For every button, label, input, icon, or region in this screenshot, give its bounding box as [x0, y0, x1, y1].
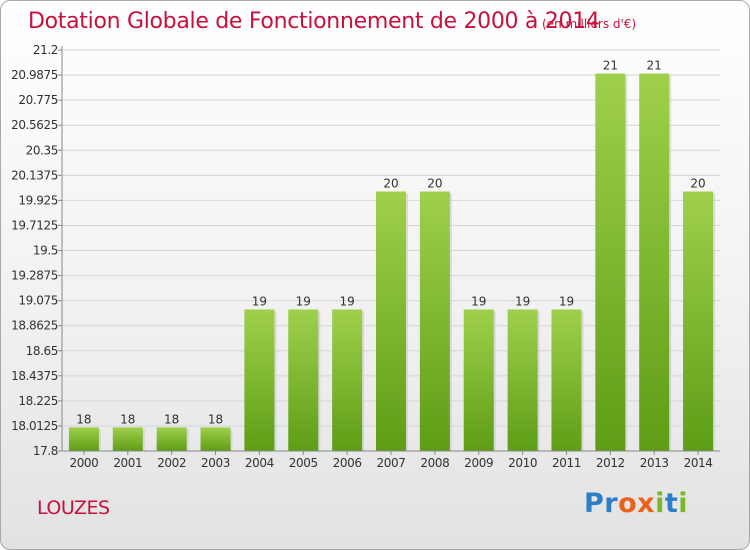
- y-tick-label: 18.65: [26, 344, 58, 358]
- bar-value-label: 21: [603, 59, 618, 73]
- chart-title: Dotation Globale de Fonctionnement de 20…: [28, 9, 600, 34]
- y-tick-label: 18.8625: [11, 319, 58, 333]
- y-tick-label: 19.925: [18, 193, 58, 207]
- bar: [288, 309, 319, 451]
- x-tick-label: 2014: [684, 456, 713, 470]
- bar: [595, 73, 626, 452]
- bar: [683, 191, 714, 451]
- bar: [332, 309, 363, 451]
- axes: 17.8 18.0125 18.225 18.4375 18.65 18.8625 19.0…: [11, 43, 720, 470]
- x-tick-label: 2013: [640, 456, 669, 470]
- x-tick-label: 2004: [245, 456, 274, 470]
- y-tick-label: 20.35: [26, 143, 58, 157]
- bar-value-label: 19: [471, 294, 486, 308]
- bar-value-label: 20: [427, 177, 442, 191]
- x-tick-label: 2005: [289, 456, 318, 470]
- x-tick-label: 2010: [508, 456, 537, 470]
- x-tick-label: 2000: [69, 456, 98, 470]
- bar: [376, 191, 406, 451]
- x-tick-label: 2011: [552, 456, 581, 470]
- bar-value-label: 19: [515, 294, 530, 308]
- bar-value-label: 19: [296, 294, 311, 308]
- bar: [112, 427, 143, 451]
- bar: [551, 309, 582, 451]
- x-tick-label: 2002: [157, 456, 186, 470]
- x-tick-label: 2001: [113, 456, 142, 470]
- x-tick-label: 2009: [464, 456, 493, 470]
- bar-value-label: 18: [76, 412, 91, 426]
- y-tick-label: 20.9875: [11, 68, 58, 82]
- commune-name: LOUZES: [37, 497, 110, 519]
- y-tick-label: 18.225: [18, 394, 58, 408]
- y-tick-label: 19.7125: [11, 218, 58, 232]
- x-tick-label: 2003: [201, 456, 230, 470]
- y-tick-label: 19.075: [18, 294, 58, 308]
- y-tick-label: 18.0125: [11, 419, 58, 433]
- bar-value-label: 18: [164, 412, 179, 426]
- bars: 18 18 18 18 19 19 19 20 20 19 19 19 21 21 20: [68, 59, 716, 452]
- bar: [68, 427, 99, 451]
- x-tick-label: 2008: [420, 456, 449, 470]
- chart-unit: (en milliers d'€): [542, 17, 637, 31]
- bar-value-label: 19: [252, 294, 267, 308]
- bar-value-label: 19: [559, 294, 574, 308]
- bar: [156, 427, 187, 451]
- y-tick-label: 20.5625: [11, 118, 58, 132]
- bar: [463, 309, 494, 451]
- bar: [244, 309, 275, 451]
- bar: [419, 191, 450, 451]
- y-tick-label: 20.775: [18, 93, 58, 107]
- bar: [639, 73, 670, 452]
- bar: [507, 309, 538, 451]
- y-tick-label: 17.8: [33, 444, 58, 458]
- y-tick-label: 18.4375: [11, 369, 58, 383]
- bar-value-label: 20: [690, 177, 705, 191]
- x-tick-label: 2006: [333, 456, 362, 470]
- x-tick-label: 2012: [596, 456, 625, 470]
- bar: [200, 427, 231, 451]
- bar-value-label: 20: [383, 177, 398, 191]
- proxiti-logo: Proxiti: [584, 488, 689, 519]
- y-tick-label: 20.1375: [11, 168, 58, 182]
- bar-value-label: 21: [647, 59, 662, 73]
- bar-value-label: 18: [208, 412, 223, 426]
- bar-value-label: 18: [120, 412, 135, 426]
- bar-value-label: 19: [339, 294, 354, 308]
- x-tick-label: 2007: [377, 456, 406, 470]
- y-tick-label: 21.2: [33, 43, 58, 57]
- y-tick-label: 19.5: [33, 244, 58, 258]
- y-tick-label: 19.2875: [11, 269, 58, 283]
